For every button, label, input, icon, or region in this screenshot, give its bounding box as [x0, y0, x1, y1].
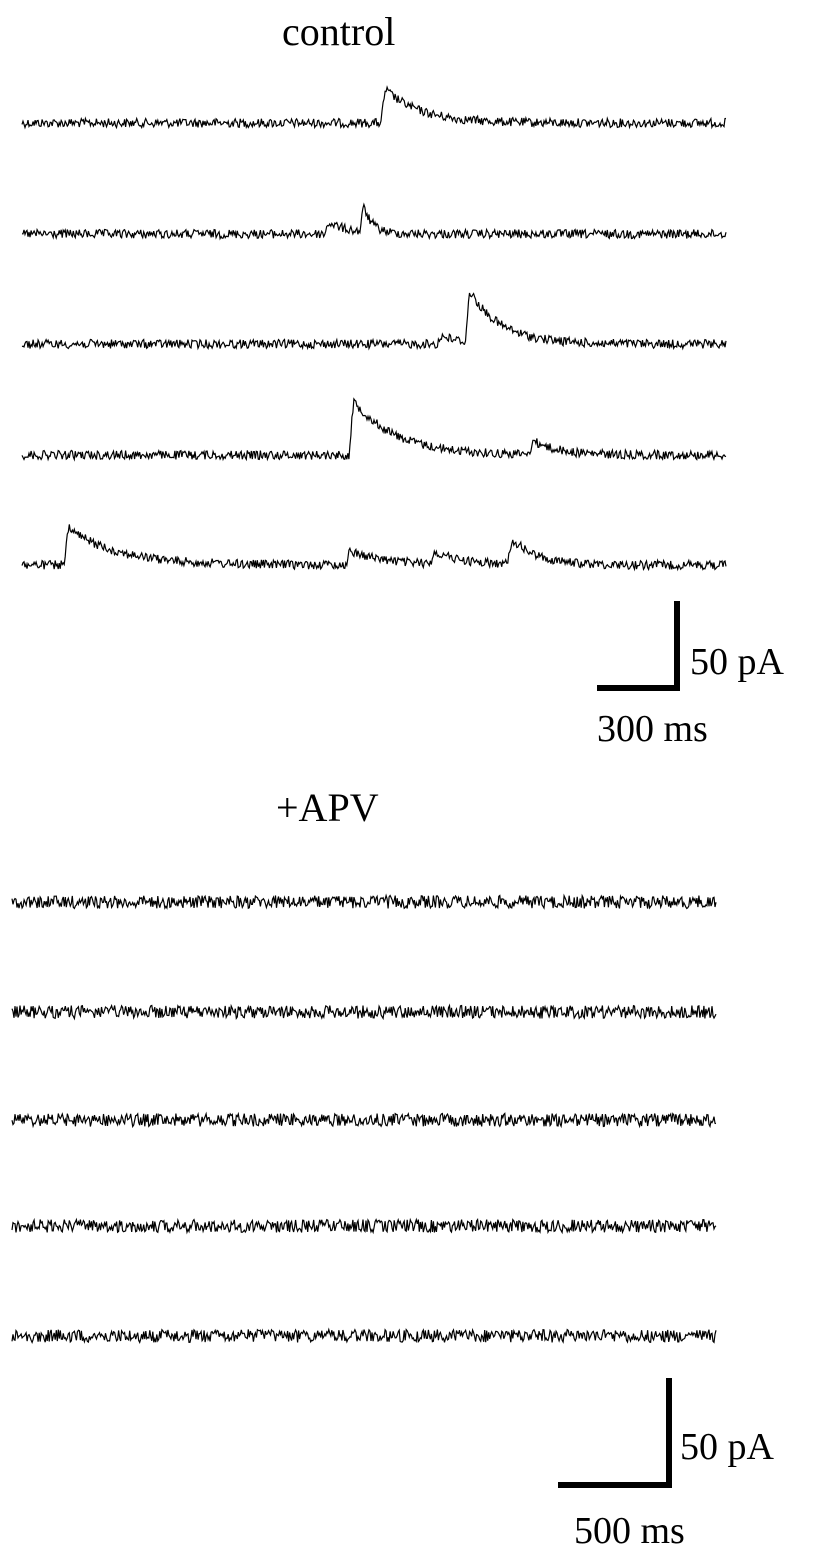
scale-bar-1-time-label: 300 ms: [597, 708, 708, 750]
apv-trace-1: [11, 893, 717, 910]
apv-trace-3: [11, 1111, 717, 1129]
control-trace-3: [21, 292, 727, 351]
panel-title-apv: +APV: [276, 785, 379, 830]
control-trace-1: [21, 85, 727, 130]
apv-trace-2: [11, 1003, 717, 1021]
scale-bar-2-vertical: [666, 1378, 672, 1488]
apv-trace-4: [11, 1217, 717, 1235]
panel-title-control: control: [282, 9, 396, 54]
control-trace-2: [21, 202, 727, 241]
scale-bar-1-current-label: 50 pA: [690, 641, 784, 683]
scale-bar-2-current-label: 50 pA: [680, 1426, 774, 1468]
scale-bar-1-vertical: [674, 601, 680, 691]
scale-bar-1-horizontal: [597, 685, 680, 691]
control-trace-5: [21, 524, 727, 572]
apv-trace-5: [11, 1327, 717, 1345]
control-trace-4: [21, 397, 727, 462]
scale-bar-2-horizontal: [558, 1482, 672, 1488]
scale-bar-2-time-label: 500 ms: [574, 1510, 685, 1552]
